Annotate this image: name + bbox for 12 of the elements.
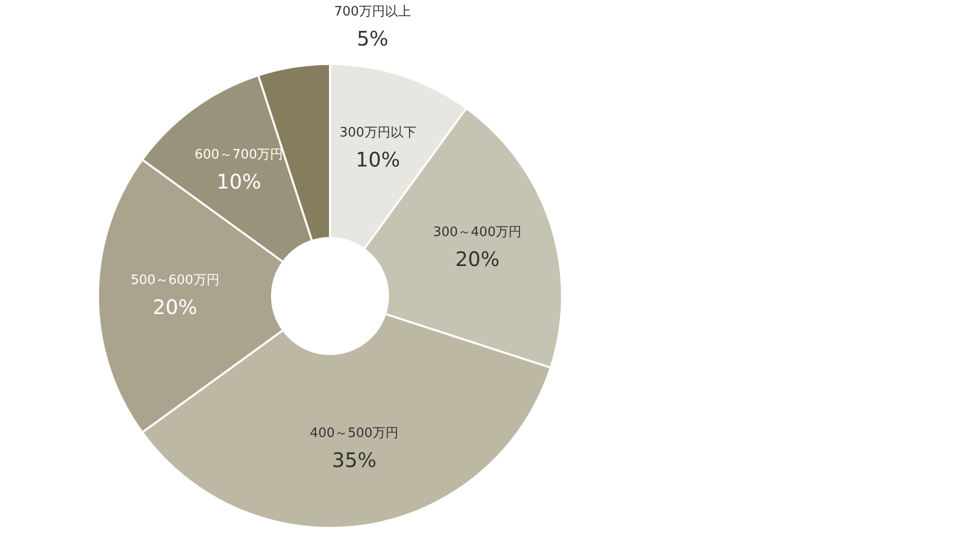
slice-label: 400～500万円 [310, 426, 399, 442]
data-label: 20% [455, 247, 500, 272]
slice-label: 300～400万円 [433, 225, 522, 240]
data-label: 20% [152, 295, 198, 319]
slice-label: 300万円以下 [339, 126, 416, 141]
data-label: 5% [356, 26, 388, 50]
slice-label: 500～600万円 [130, 273, 220, 288]
data-label: 10% [216, 170, 262, 194]
data-label: 35% [332, 448, 376, 472]
slice-label: 700万円以上 [334, 4, 411, 20]
data-label: 10% [356, 148, 400, 172]
slice-label: 600～700万円 [194, 148, 284, 163]
